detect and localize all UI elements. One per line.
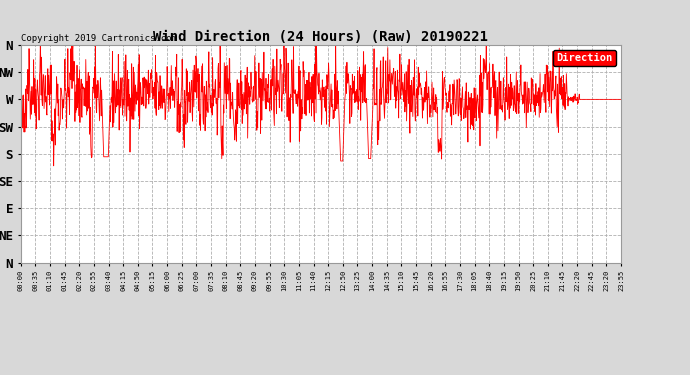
- Legend: Direction: Direction: [553, 50, 615, 66]
- Title: Wind Direction (24 Hours) (Raw) 20190221: Wind Direction (24 Hours) (Raw) 20190221: [153, 30, 489, 44]
- Text: Copyright 2019 Cartronics.com: Copyright 2019 Cartronics.com: [21, 34, 177, 43]
